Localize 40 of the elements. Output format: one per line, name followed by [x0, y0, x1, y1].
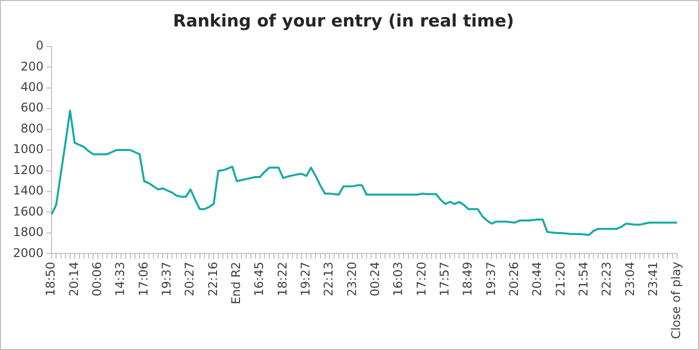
x-tick-label: 19:37	[159, 262, 174, 296]
y-tick-label: 1400	[12, 184, 44, 198]
y-tick-label: 1000	[12, 142, 44, 156]
y-tick-label: 1200	[12, 162, 44, 177]
x-tick-label: 20:14	[66, 262, 81, 296]
x-tick-label: 21:54	[576, 262, 590, 296]
x-tick-label: 17:06	[136, 262, 150, 296]
y-tick-label: 200	[20, 59, 44, 74]
x-tick-label: 18:49	[460, 262, 475, 296]
y-tick-label: 600	[20, 100, 44, 115]
y-tick-label: 2000	[12, 246, 44, 260]
x-tick-label: 18:50	[44, 262, 58, 296]
x-tick-label: 17:20	[414, 262, 428, 296]
x-tick-label: 00:24	[368, 262, 382, 296]
x-tick-label: 22:13	[322, 262, 336, 296]
x-tick-label: 21:20	[553, 262, 568, 296]
x-tick-label: 16:03	[391, 262, 406, 296]
x-tick-label: 23:41	[646, 262, 660, 296]
x-tick-label: 00:06	[90, 262, 104, 296]
x-tick-label: 23:20	[344, 262, 359, 296]
y-tick-label: 1600	[12, 204, 44, 218]
x-tick-label: 22:16	[206, 262, 220, 296]
x-tick-label: End R2	[228, 262, 243, 304]
y-tick-label: 0	[36, 38, 44, 53]
y-tick-label: 400	[20, 80, 44, 94]
x-tick-label: 17:57	[437, 262, 452, 296]
x-tick-label: Close of play	[669, 262, 684, 340]
x-tick-label: 20:44	[530, 262, 544, 296]
x-tick-label: 19:37	[484, 262, 498, 296]
y-tick-label: 800	[20, 121, 44, 136]
y-tick-label: 1800	[12, 225, 44, 240]
x-tick-label: 18:22	[275, 262, 290, 296]
x-tick-label: 16:45	[252, 262, 266, 296]
x-tick-label: 22:23	[600, 262, 614, 296]
x-tick-label: 20:26	[506, 262, 521, 296]
x-tick-label: 23:04	[622, 262, 637, 296]
x-tick-label: 19:27	[298, 262, 312, 296]
chart-title: Ranking of your entry (in real time)	[172, 12, 514, 32]
x-tick-label: 20:27	[182, 262, 197, 296]
x-tick-label: 14:33	[113, 262, 128, 296]
